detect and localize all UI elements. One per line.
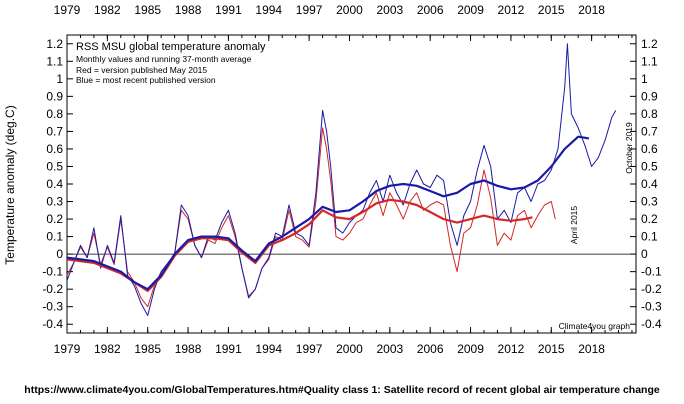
y-tick-label-left: 0.6 [46,142,63,156]
y-tick-label-left: -0.3 [42,300,63,314]
x-tick-label-top: 1994 [255,3,282,17]
x-tick-label-bottom: 2009 [457,342,484,356]
footer-caption: https://www.climate4you.com/GlobalTemper… [24,384,660,396]
y-tick-label-left: 0.4 [46,177,63,191]
x-tick-label-bottom: 2015 [538,342,565,356]
annotation-october-2019: October 2019 [624,122,634,174]
y-tick-label-right: 0.8 [641,107,658,121]
y-tick-label-left: 0.2 [46,212,63,226]
y-tick-label-right: -0.4 [641,317,662,331]
y-tick-label-right: 0.7 [641,124,658,138]
y-tick-label-right: 1.2 [641,37,658,51]
x-tick-label-top: 1979 [54,3,81,17]
x-tick-label-top: 1988 [175,3,202,17]
x-tick-label-bottom: 2003 [376,342,403,356]
x-tick-label-top: 2009 [457,3,484,17]
y-tick-label-right: 0.4 [641,177,658,191]
chart-subtitle: Monthly values and running 37-month aver… [76,54,252,64]
legend-blue-label: Blue = most recent published version [76,75,216,85]
y-tick-label-right: 0.9 [641,89,658,103]
blue-running-average [66,135,590,291]
y-tick-label-right: -0.2 [641,282,662,296]
legend-red-label: Red = version published May 2015 [76,65,207,75]
y-tick-label-left: 0.5 [46,159,63,173]
x-tick-label-top: 1985 [134,3,161,17]
x-tick-label-top: 2000 [336,3,363,17]
chart-title: RSS MSU global temperature anomaly [76,41,266,53]
y-tick-label-left: 0.1 [46,230,63,244]
red-running-average [66,198,533,292]
series-layer [66,43,617,316]
y-tick-label-left: 0.9 [46,89,63,103]
y-tick-label-left: -0.4 [42,317,63,331]
x-tick-label-bottom: 1985 [134,342,161,356]
y-axis-label: Temperature anomaly (deg.C) [3,105,17,264]
y-tick-label-right: -0.1 [641,265,662,279]
y-tick-label-left: -0.2 [42,282,63,296]
y-tick-label-left: 1.2 [46,37,63,51]
blue-monthly-series [66,43,617,316]
y-tick-label-left: 0.8 [46,107,63,121]
x-tick-label-bottom: 1997 [296,342,323,356]
x-tick-label-bottom: 1994 [255,342,282,356]
labels-layer: RSS MSU global temperature anomaly Month… [3,41,660,396]
y-tick-label-right: -0.3 [641,300,662,314]
y-tick-label-left: 1.1 [46,54,63,68]
x-tick-label-bottom: 1988 [175,342,202,356]
annotation-april-2015: April 2015 [569,206,579,245]
y-tick-label-right: 0.2 [641,212,658,226]
x-tick-label-top: 2015 [538,3,565,17]
credit-label: Climate4you graph [559,321,631,331]
x-tick-label-top: 2006 [417,3,444,17]
x-tick-label-bottom: 2006 [417,342,444,356]
x-tick-label-bottom: 2000 [336,342,363,356]
y-tick-label-left: 0 [56,247,63,261]
y-tick-label-right: 0.3 [641,195,658,209]
x-tick-label-bottom: 1979 [54,342,81,356]
x-tick-label-top: 1991 [215,3,242,17]
y-tick-label-right: 0.6 [641,142,658,156]
y-tick-label-left: 0.3 [46,195,63,209]
y-tick-label-left: 1 [56,72,63,86]
x-tick-label-top: 2018 [578,3,605,17]
y-tick-label-right: 0.1 [641,230,658,244]
y-tick-label-right: 0.5 [641,159,658,173]
red-monthly-series [66,127,556,308]
axes-frame: 1979 1979 1982 1982 1985 1985 1988 1988 1991 1991… [42,3,662,356]
y-tick-label-left: -0.1 [42,265,63,279]
y-tick-label-left: 0.7 [46,124,63,138]
x-tick-label-bottom: 2012 [498,342,525,356]
x-tick-label-top: 1982 [94,3,121,17]
x-tick-label-top: 2012 [498,3,525,17]
x-tick-label-top: 1997 [296,3,323,17]
x-tick-label-top: 2003 [376,3,403,17]
x-tick-label-bottom: 1982 [94,342,121,356]
y-tick-label-right: 1 [641,72,648,86]
x-tick-label-bottom: 1991 [215,342,242,356]
y-tick-label-right: 0 [641,247,648,261]
x-tick-label-bottom: 2018 [578,342,605,356]
y-tick-label-right: 1.1 [641,54,658,68]
